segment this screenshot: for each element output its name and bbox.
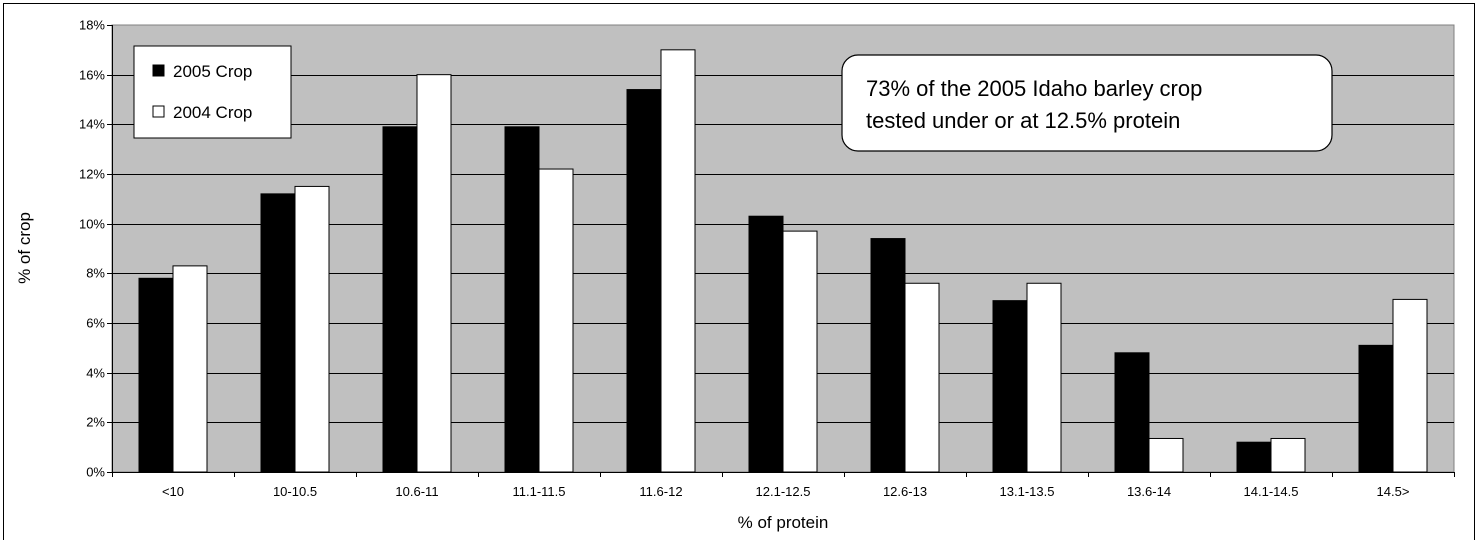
y-tick-label: 6% bbox=[86, 316, 105, 331]
bar-2005-8 bbox=[1114, 352, 1150, 473]
x-tick-label: 14.5> bbox=[1377, 484, 1410, 499]
y-tick-label: 10% bbox=[79, 217, 105, 232]
bar-2005-9 bbox=[1236, 441, 1272, 473]
axes bbox=[107, 25, 1455, 477]
y-tick-label: 8% bbox=[86, 266, 105, 281]
annotation-box bbox=[841, 54, 1333, 152]
bar-2004-5 bbox=[782, 230, 818, 473]
bar-2004-3 bbox=[538, 168, 574, 473]
bar-2004-6 bbox=[904, 282, 940, 473]
x-tick-label: 11.6-12 bbox=[639, 484, 682, 499]
bar-2004-1 bbox=[294, 185, 330, 473]
bar-2005-6 bbox=[870, 238, 906, 473]
bar-2004-0 bbox=[172, 265, 208, 473]
legend-box bbox=[133, 45, 292, 139]
bars bbox=[138, 49, 1428, 473]
legend-label-2005: 2005 Crop bbox=[173, 62, 252, 81]
y-tick-labels: 0% 2% 4% 6% 8% 10% 12% 14% 16% 18% bbox=[79, 18, 105, 480]
x-tick-label: 11.1-11.5 bbox=[512, 484, 565, 499]
y-tick-label: 14% bbox=[79, 117, 105, 132]
bar-2005-3 bbox=[504, 126, 540, 473]
x-tick-label: 12.6-13 bbox=[883, 484, 927, 499]
y-tick-label: 16% bbox=[79, 68, 105, 83]
y-tick-label: 18% bbox=[79, 18, 105, 33]
bar-2004-7 bbox=[1026, 282, 1062, 473]
legend-label-2004: 2004 Crop bbox=[173, 103, 252, 122]
x-tick-label: 10-10.5 bbox=[273, 484, 317, 499]
bar-2005-5 bbox=[748, 215, 784, 473]
legend-swatch-2005 bbox=[152, 64, 165, 77]
bar-2004-2 bbox=[416, 74, 452, 473]
x-tick-label: 13.1-13.5 bbox=[1000, 484, 1055, 499]
x-tick-label: <10 bbox=[162, 484, 184, 499]
y-tick-label: 2% bbox=[86, 415, 105, 430]
bar-2005-0 bbox=[138, 277, 174, 473]
annotation-line-2: tested under or at 12.5% protein bbox=[866, 108, 1180, 133]
bar-2004-9 bbox=[1270, 437, 1306, 473]
bar-2005-2 bbox=[382, 126, 418, 473]
legend-swatch-2004 bbox=[152, 105, 165, 118]
y-axis-title: % of crop bbox=[15, 212, 34, 284]
bar-2005-10 bbox=[1358, 344, 1394, 473]
x-tick-label: 12.1-12.5 bbox=[756, 484, 811, 499]
bar-2005-1 bbox=[260, 193, 296, 473]
bar-2004-8 bbox=[1148, 437, 1184, 473]
y-tick-label: 4% bbox=[86, 366, 105, 381]
y-tick-label: 0% bbox=[86, 465, 105, 480]
bar-2005-7 bbox=[992, 300, 1028, 473]
x-tick-label: 13.6-14 bbox=[1127, 484, 1171, 499]
legend: 2005 Crop 2004 Crop bbox=[133, 45, 292, 139]
bar-2004-4 bbox=[660, 49, 696, 473]
x-tick-label: 10.6-11 bbox=[395, 484, 438, 499]
x-tick-labels: <10 10-10.5 10.6-11 11.1-11.5 11.6-12 12.1-12… bbox=[162, 484, 1409, 499]
bar-2004-10 bbox=[1392, 298, 1428, 473]
y-tick-label: 12% bbox=[79, 167, 105, 182]
x-tick-label: 14.1-14.5 bbox=[1244, 484, 1299, 499]
bar-2005-4 bbox=[626, 89, 662, 473]
annotation-line-1: 73% of the 2005 Idaho barley crop bbox=[866, 76, 1202, 101]
x-axis-title: % of protein bbox=[738, 513, 829, 532]
annotation-callout: 73% of the 2005 Idaho barley crop tested… bbox=[841, 54, 1333, 152]
